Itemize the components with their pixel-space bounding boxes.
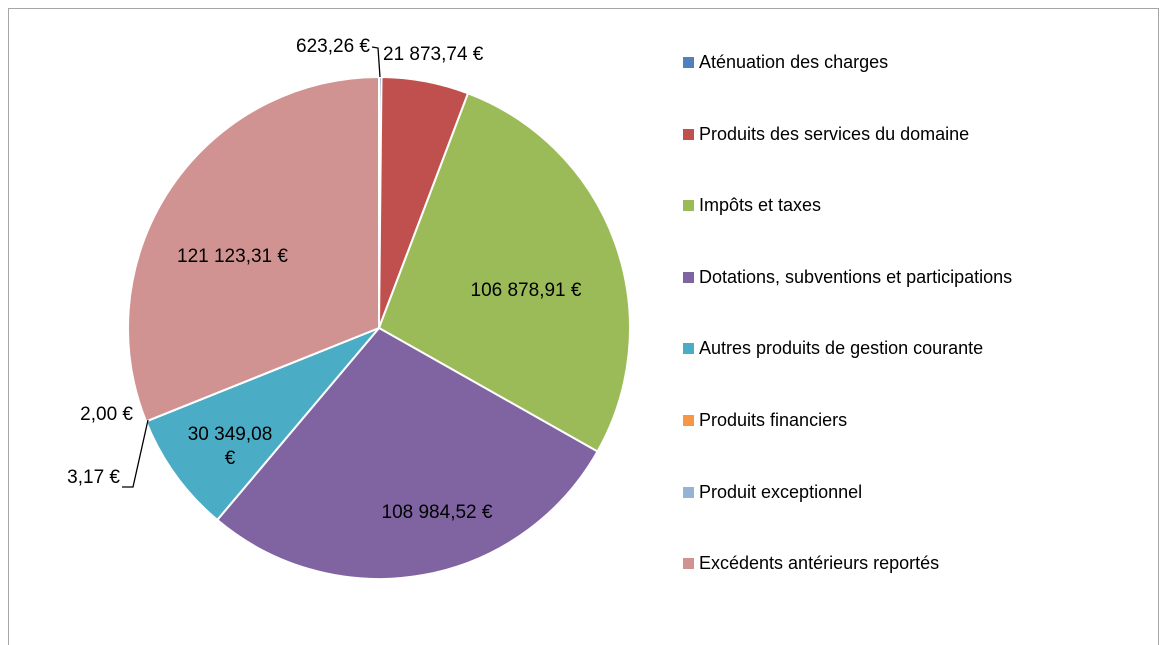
pie-slice: [127, 75, 380, 423]
pie-slice: [144, 327, 380, 522]
legend-swatch: [683, 200, 694, 212]
pie-slice: [377, 92, 631, 453]
legend-label: Produits des services du domaine: [699, 123, 970, 144]
data-label: 623,26 €: [296, 36, 370, 57]
data-label: 108 984,52 €: [381, 502, 493, 523]
legend-swatch: [683, 57, 694, 68]
legend-label: Dotations, subventions et participations: [699, 266, 1013, 287]
leader-line: [122, 419, 149, 488]
data-label: 3,17 €: [67, 467, 120, 488]
legend-swatch: [683, 486, 694, 498]
legend-label: Impôts et taxes: [699, 195, 822, 216]
data-label: 30 349,08 €: [187, 424, 273, 469]
leader-line: [371, 46, 381, 78]
pie-slice: [215, 326, 599, 580]
legend-swatch: [683, 128, 694, 140]
legend-label: Aténuation des charges: [699, 52, 889, 72]
legend-label: Autres produits de gestion courante: [699, 338, 984, 359]
legend-label: Produit exceptionnel: [699, 481, 863, 502]
data-label: 121 123,31 €: [177, 246, 288, 267]
data-label: 106 878,91 €: [470, 280, 582, 301]
data-label: 21 873,74 €: [383, 44, 484, 65]
legend-label: Produits financiers: [699, 410, 848, 430]
pie: [127, 75, 631, 580]
legend-label: Excédents antérieurs reportés: [699, 553, 940, 574]
legend-swatch: [683, 415, 694, 426]
legend-swatch: [683, 271, 694, 283]
data-label: 2,00 €: [80, 404, 133, 425]
legend-swatch: [683, 558, 694, 570]
legend-swatch: [683, 343, 694, 355]
